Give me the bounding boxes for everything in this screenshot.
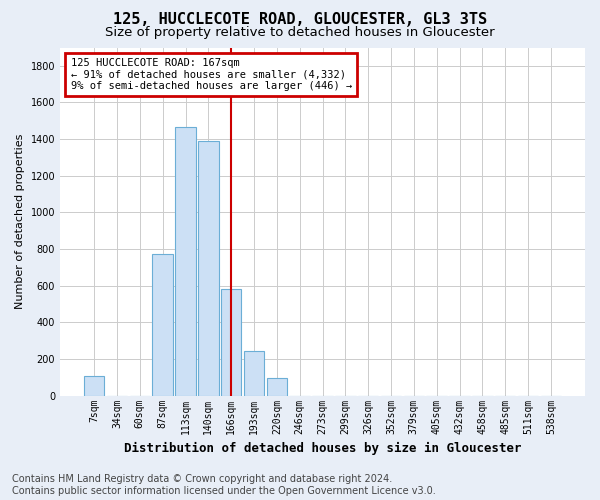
Bar bbox=[175, 127, 196, 396]
Bar bbox=[198, 141, 218, 396]
Text: 125 HUCCLECOTE ROAD: 167sqm
← 91% of detached houses are smaller (4,332)
9% of s: 125 HUCCLECOTE ROAD: 167sqm ← 91% of det… bbox=[71, 58, 352, 91]
X-axis label: Distribution of detached houses by size in Gloucester: Distribution of detached houses by size … bbox=[124, 442, 521, 455]
Bar bbox=[221, 290, 241, 396]
Bar bbox=[244, 350, 264, 396]
Text: Size of property relative to detached houses in Gloucester: Size of property relative to detached ho… bbox=[105, 26, 495, 39]
Bar bbox=[266, 378, 287, 396]
Text: Contains HM Land Registry data © Crown copyright and database right 2024.
Contai: Contains HM Land Registry data © Crown c… bbox=[12, 474, 436, 496]
Y-axis label: Number of detached properties: Number of detached properties bbox=[15, 134, 25, 309]
Text: 125, HUCCLECOTE ROAD, GLOUCESTER, GL3 3TS: 125, HUCCLECOTE ROAD, GLOUCESTER, GL3 3T… bbox=[113, 12, 487, 28]
Bar bbox=[84, 376, 104, 396]
Bar bbox=[152, 254, 173, 396]
